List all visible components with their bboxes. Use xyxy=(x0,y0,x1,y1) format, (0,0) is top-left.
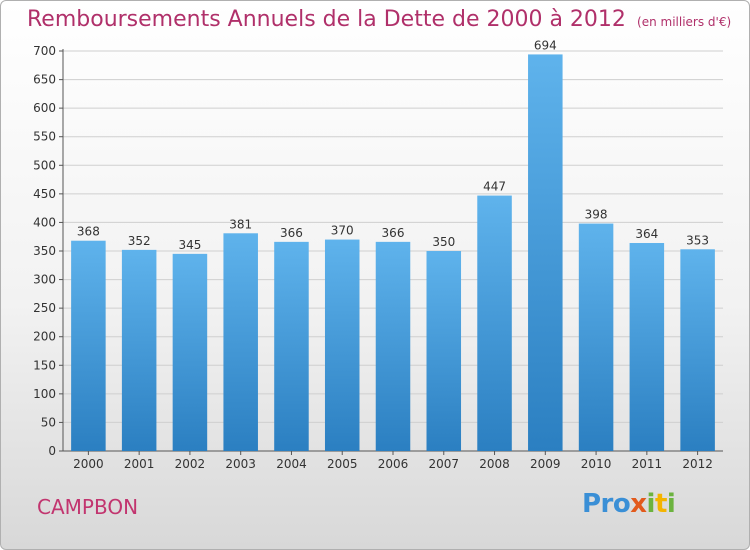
bar-2001 xyxy=(121,249,157,451)
value-label-2004: 366 xyxy=(280,226,303,240)
bar-2007 xyxy=(426,251,462,451)
x-tick-label-2006: 2006 xyxy=(378,457,409,471)
x-tick-label-2012: 2012 xyxy=(682,457,713,471)
town-name: CAMPBON xyxy=(37,495,139,519)
x-tick-label-2005: 2005 xyxy=(327,457,358,471)
unit-text: (en milliers d'€) xyxy=(637,15,732,29)
value-label-2001: 352 xyxy=(128,234,151,248)
bar-2003 xyxy=(223,233,258,451)
x-tick-label-2001: 2001 xyxy=(124,457,155,471)
y-tick-label: 650 xyxy=(33,73,56,87)
x-tick-label-2009: 2009 xyxy=(530,457,561,471)
value-label-2000: 368 xyxy=(77,225,100,239)
bar-2000 xyxy=(71,240,106,451)
x-tick-label-2011: 2011 xyxy=(632,457,663,471)
bar-2005 xyxy=(324,239,360,451)
value-label-2008: 447 xyxy=(483,180,506,194)
value-label-2005: 370 xyxy=(331,224,354,238)
y-tick-label: 350 xyxy=(33,244,56,258)
y-tick-label: 500 xyxy=(33,158,56,172)
y-tick-label: 100 xyxy=(33,387,56,401)
value-label-2003: 381 xyxy=(229,217,252,231)
bar-2008 xyxy=(477,195,512,451)
y-tick-label: 400 xyxy=(33,215,56,229)
y-tick-label: 200 xyxy=(33,330,56,344)
value-label-2010: 398 xyxy=(585,208,608,222)
bar-2002 xyxy=(172,253,208,451)
y-tick-label: 550 xyxy=(33,130,56,144)
x-tick-label-2007: 2007 xyxy=(428,457,459,471)
value-label-2009: 694 xyxy=(534,38,557,52)
x-tick-label-2004: 2004 xyxy=(276,457,307,471)
value-label-2002: 345 xyxy=(178,238,201,252)
bar-2010 xyxy=(578,223,614,451)
title-text: Remboursements Annuels de la Dette de 20… xyxy=(27,7,626,32)
x-tick-label-2010: 2010 xyxy=(581,457,612,471)
y-tick-label: 700 xyxy=(33,44,56,58)
value-label-2012: 353 xyxy=(686,233,709,247)
bar-2012 xyxy=(680,249,715,451)
x-tick-label-2000: 2000 xyxy=(73,457,104,471)
chart-title: Remboursements Annuels de la Dette de 20… xyxy=(27,7,731,32)
bar-2006 xyxy=(375,241,411,451)
y-tick-label: 300 xyxy=(33,273,56,287)
y-tick-label: 50 xyxy=(41,415,56,429)
bar-2004 xyxy=(274,241,309,451)
y-tick-label: 150 xyxy=(33,358,56,372)
y-tick-label: 0 xyxy=(48,444,56,458)
bars: 368 352 345 381 366 370 366 350 447 694 398 364 353 xyxy=(71,38,715,452)
bar-2009 xyxy=(528,54,563,452)
value-label-2007: 350 xyxy=(432,235,455,249)
value-label-2006: 366 xyxy=(382,226,405,240)
y-tick-label: 250 xyxy=(33,301,56,315)
bar-2011 xyxy=(629,243,665,451)
y-tick-label: 600 xyxy=(33,101,56,115)
proxiti-logo: Proxiti xyxy=(582,489,676,519)
x-tick-label-2002: 2002 xyxy=(175,457,206,471)
y-tick-label: 450 xyxy=(33,187,56,201)
x-tick-label-2008: 2008 xyxy=(479,457,510,471)
x-tick-label-2003: 2003 xyxy=(225,457,256,471)
value-label-2011: 364 xyxy=(635,227,658,241)
